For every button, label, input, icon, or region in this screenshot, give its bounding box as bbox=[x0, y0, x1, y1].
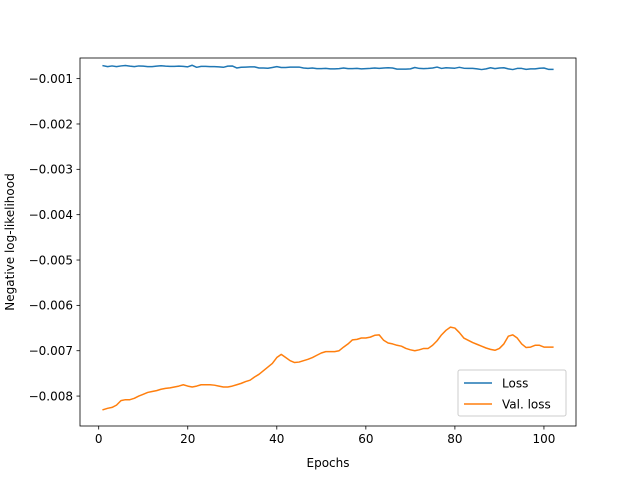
series-line-loss bbox=[102, 64, 554, 71]
y-tick-label: −0.003 bbox=[29, 163, 73, 177]
y-tick-label: −0.008 bbox=[29, 389, 73, 403]
y-axis: −0.001 −0.002 −0.003 −0.004 −0.005 −0.006 −0.0… bbox=[29, 72, 80, 403]
x-tick-label: 40 bbox=[269, 432, 284, 446]
legend: Loss Val. loss bbox=[457, 369, 567, 417]
y-axis-label: Negative log-likelihood bbox=[3, 173, 17, 310]
series-line-val-loss bbox=[102, 326, 554, 411]
x-axis: 0 20 40 60 80 100 bbox=[95, 426, 555, 446]
plot-background bbox=[80, 58, 576, 426]
y-tick-label: −0.007 bbox=[29, 344, 73, 358]
y-tick-label: −0.006 bbox=[29, 299, 73, 313]
x-tick-label: 100 bbox=[532, 432, 555, 446]
plot-frame bbox=[79, 57, 577, 427]
y-tick-label: −0.004 bbox=[29, 208, 73, 222]
y-tick-label: −0.002 bbox=[29, 117, 73, 131]
x-tick-label: 80 bbox=[447, 432, 462, 446]
legend-label: Loss bbox=[502, 376, 528, 390]
x-axis-label: Epochs bbox=[307, 456, 350, 470]
legend-label: Val. loss bbox=[502, 397, 551, 411]
plot-area bbox=[80, 58, 576, 426]
y-tick-label: −0.001 bbox=[29, 72, 73, 86]
y-tick-label: −0.005 bbox=[29, 253, 73, 267]
x-tick-label: 0 bbox=[95, 432, 103, 446]
x-tick-label: 20 bbox=[180, 432, 195, 446]
x-tick-label: 60 bbox=[358, 432, 373, 446]
series-layer bbox=[102, 64, 554, 411]
